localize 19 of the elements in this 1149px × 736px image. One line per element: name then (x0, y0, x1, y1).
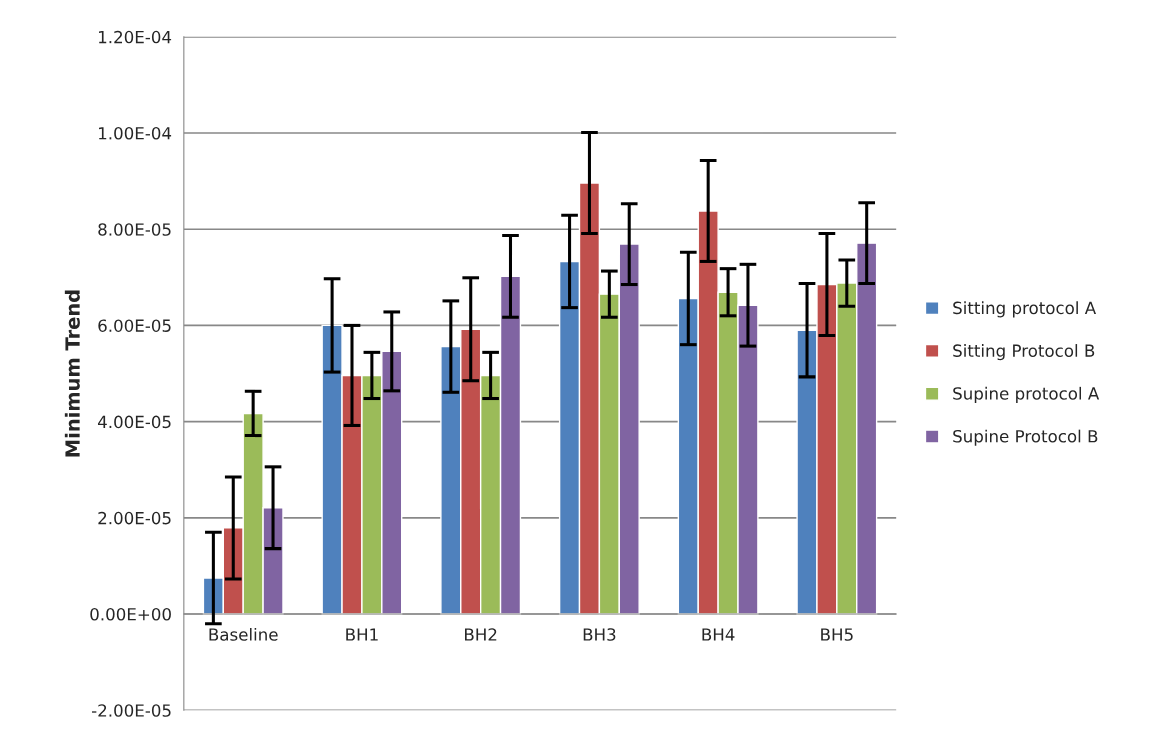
x-tick-label: BH4 (702, 628, 735, 641)
x-tick-label: BH3 (583, 628, 616, 641)
y-tick-label: 1.20E-04 (99, 30, 172, 44)
y-tick-label: 4.00E-05 (97, 415, 171, 429)
y-tick-label: -2.00E-05 (91, 704, 171, 717)
legend-label: Sitting Protocol B (953, 344, 1095, 361)
x-tick-label: BH1 (346, 628, 378, 641)
y-tick-label: 1.00E-04 (99, 126, 172, 140)
y-axis-title: Minimum Trend (64, 290, 80, 457)
x-tick-label: BH2 (465, 628, 497, 641)
y-tick-label: 2.00E-05 (98, 511, 171, 525)
x-tick-label: Baseline (209, 627, 278, 641)
y-tick-label: 8.00E-05 (98, 223, 171, 236)
legend-label: Sitting protocol A (953, 301, 1097, 318)
legend-label: Supine protocol A (953, 386, 1100, 403)
legend-label: Supine Protocol B (953, 429, 1098, 446)
y-tick-label: 6.00E-05 (98, 319, 171, 332)
x-tick-label: BH5 (821, 628, 853, 641)
y-tick-label: 0.00E+00 (90, 608, 171, 621)
